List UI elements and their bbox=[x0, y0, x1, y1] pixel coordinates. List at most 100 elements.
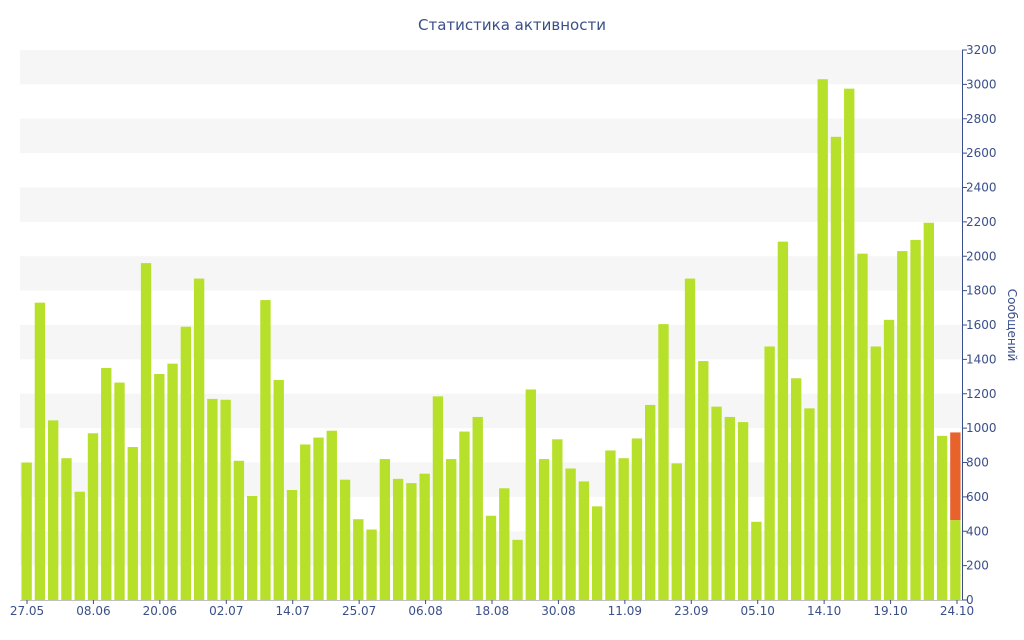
bar bbox=[459, 431, 470, 600]
bar bbox=[61, 458, 72, 600]
bar bbox=[684, 278, 696, 600]
x-tick-label: 05.10 bbox=[741, 604, 775, 618]
bar bbox=[751, 521, 762, 600]
bar bbox=[817, 79, 828, 600]
bar bbox=[366, 529, 377, 600]
bar bbox=[300, 444, 311, 600]
y-tick-label: 200 bbox=[966, 559, 989, 573]
bar bbox=[260, 300, 271, 600]
bar bbox=[936, 435, 948, 600]
y-tick-label: 0 bbox=[966, 593, 974, 607]
bar-highlight bbox=[950, 432, 961, 521]
y-tick-label: 1400 bbox=[966, 352, 997, 366]
bar bbox=[857, 253, 868, 600]
x-tick-label: 06.08 bbox=[408, 604, 442, 618]
y-tick-label: 400 bbox=[966, 524, 989, 538]
y-tick-label: 2400 bbox=[966, 181, 997, 195]
bar bbox=[140, 263, 152, 600]
grid-band bbox=[20, 50, 962, 85]
x-tick-label: 20.06 bbox=[143, 604, 177, 618]
x-tick-label: 14.07 bbox=[276, 604, 310, 618]
bar bbox=[804, 408, 815, 600]
bar bbox=[897, 251, 908, 600]
x-tick-label: 27.05 bbox=[10, 604, 44, 618]
bar bbox=[790, 378, 802, 600]
bar bbox=[472, 416, 483, 600]
bar bbox=[764, 346, 775, 600]
x-tick-label: 24.10 bbox=[940, 604, 974, 618]
bar bbox=[923, 222, 935, 600]
bar bbox=[844, 88, 855, 600]
bar bbox=[207, 398, 218, 600]
bar bbox=[21, 462, 32, 600]
bar bbox=[737, 422, 749, 600]
bar bbox=[247, 496, 258, 600]
bar bbox=[432, 396, 444, 600]
bar bbox=[180, 326, 192, 600]
y-tick-label: 1200 bbox=[966, 387, 997, 401]
bar bbox=[154, 373, 165, 600]
x-tick-label: 18.08 bbox=[475, 604, 509, 618]
bar bbox=[114, 382, 125, 600]
y-tick-label: 2600 bbox=[966, 146, 997, 160]
bar bbox=[273, 380, 284, 600]
x-tick-label: 19.10 bbox=[873, 604, 907, 618]
x-tick-label: 23.09 bbox=[674, 604, 708, 618]
y-tick-label: 3000 bbox=[966, 77, 997, 91]
bar bbox=[406, 483, 417, 600]
bar bbox=[512, 539, 523, 600]
bar bbox=[485, 515, 497, 600]
bar bbox=[870, 346, 881, 600]
x-tick-label: 14.10 bbox=[807, 604, 841, 618]
bar bbox=[87, 433, 99, 600]
bar bbox=[220, 399, 231, 600]
bar bbox=[618, 458, 629, 600]
bar bbox=[830, 136, 842, 600]
bar bbox=[605, 450, 616, 600]
bar bbox=[286, 490, 298, 600]
x-tick-label: 30.08 bbox=[541, 604, 575, 618]
y-tick-label: 800 bbox=[966, 456, 989, 470]
bar bbox=[950, 520, 961, 600]
bar bbox=[883, 319, 895, 600]
y-tick-label: 1800 bbox=[966, 284, 997, 298]
y-axis-label: Сообщений bbox=[1005, 288, 1019, 362]
bar bbox=[565, 468, 576, 600]
bar bbox=[47, 420, 59, 600]
bar bbox=[631, 438, 643, 600]
y-tick-label: 1000 bbox=[966, 421, 997, 435]
bar bbox=[910, 239, 921, 600]
bar bbox=[193, 278, 205, 600]
grid-band bbox=[20, 187, 962, 222]
bar bbox=[313, 437, 324, 600]
x-tick-label: 08.06 bbox=[76, 604, 110, 618]
chart-title: Статистика активности bbox=[418, 16, 606, 34]
bar bbox=[499, 488, 510, 600]
bar bbox=[353, 519, 364, 600]
bar bbox=[724, 416, 735, 600]
grid-band bbox=[20, 118, 962, 154]
y-tick-label: 600 bbox=[966, 490, 989, 504]
bar bbox=[645, 404, 656, 600]
bar bbox=[538, 459, 550, 600]
bar bbox=[777, 241, 789, 600]
x-tick-label: 11.09 bbox=[608, 604, 642, 618]
grid-band bbox=[20, 325, 962, 360]
y-tick-label: 2200 bbox=[966, 215, 997, 229]
bar bbox=[419, 473, 430, 600]
bar bbox=[552, 439, 563, 600]
bar bbox=[127, 447, 138, 600]
y-tick-label: 3200 bbox=[966, 43, 997, 57]
bar bbox=[233, 460, 245, 600]
y-tick-label: 2000 bbox=[966, 249, 997, 263]
bar bbox=[525, 389, 536, 600]
bar bbox=[698, 361, 709, 600]
bar bbox=[711, 406, 722, 600]
bar bbox=[101, 367, 112, 600]
x-tick-label: 02.07 bbox=[209, 604, 243, 618]
bar bbox=[34, 302, 46, 600]
bar bbox=[591, 506, 603, 600]
bar bbox=[326, 430, 337, 600]
